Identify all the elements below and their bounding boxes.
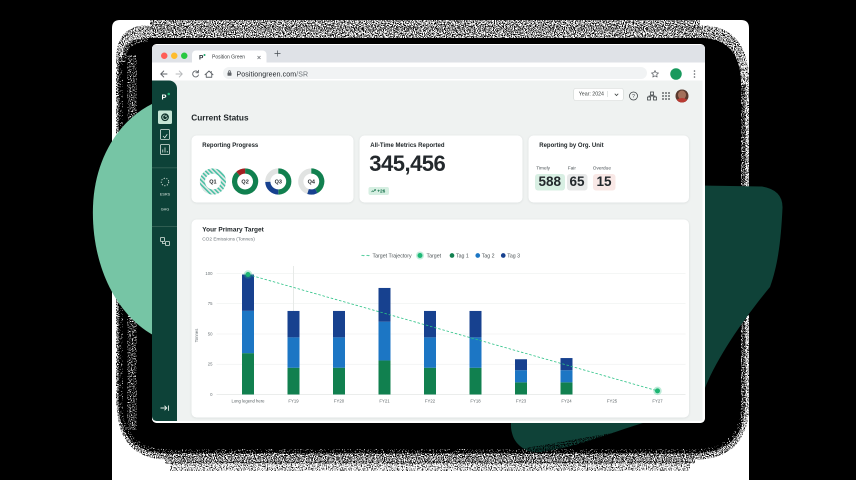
svg-text:75: 75 (207, 302, 212, 307)
svg-text:Q2: Q2 (241, 180, 248, 186)
svg-text:ESRS: ESRS (160, 193, 171, 197)
svg-text:FY24: FY24 (561, 399, 572, 404)
svg-text:FY20: FY20 (333, 399, 344, 404)
svg-text:FY18: FY18 (470, 399, 481, 404)
svg-text:Q4: Q4 (307, 180, 315, 186)
svg-text:P: P (161, 93, 166, 102)
svg-text:Positiongreen.com/SR: Positiongreen.com/SR (236, 72, 308, 79)
svg-text:FY21: FY21 (379, 399, 390, 404)
svg-text:50: 50 (207, 332, 212, 337)
svg-text:Tag 3: Tag 3 (507, 254, 520, 260)
svg-text:FY23: FY23 (515, 399, 526, 404)
svg-text:GHG: GHG (160, 208, 169, 212)
svg-text:Target: Target (426, 254, 441, 260)
svg-text:25: 25 (207, 362, 212, 367)
svg-text:Q3: Q3 (274, 180, 281, 186)
svg-text:?: ? (632, 94, 635, 100)
svg-text:FY19: FY19 (288, 399, 299, 404)
svg-text:Tonnes: Tonnes (194, 329, 199, 343)
svg-text:Target Trajectory: Target Trajectory (372, 254, 411, 260)
svg-text:FY22: FY22 (424, 399, 435, 404)
svg-text:0: 0 (210, 392, 213, 397)
svg-text:100: 100 (205, 271, 213, 276)
svg-text:Tag 2: Tag 2 (481, 254, 494, 260)
svg-text:FY25: FY25 (606, 399, 617, 404)
svg-text:Tag 1: Tag 1 (456, 254, 469, 260)
svg-text:Q1: Q1 (209, 180, 216, 186)
svg-text:FY27: FY27 (652, 399, 663, 404)
svg-text:Long legend here: Long legend here (231, 399, 265, 404)
